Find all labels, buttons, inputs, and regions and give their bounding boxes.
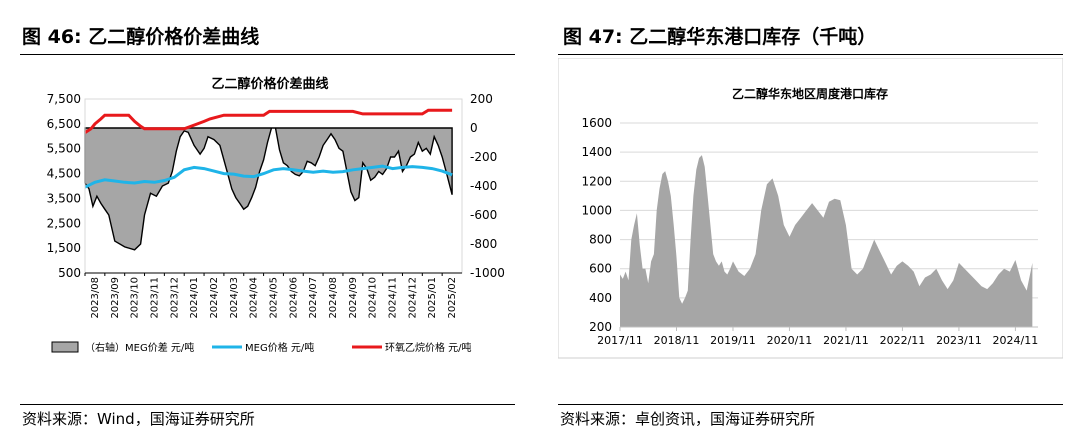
legend-label: MEG价格 元/吨 [245, 341, 314, 354]
left-x-tick-label: 2024/04 [249, 277, 260, 319]
left-x-tick-label: 2024/03 [229, 277, 240, 319]
left-figure-heading: 图 46: 乙二醇价格价差曲线 [22, 26, 260, 48]
left-x-tick-label: 2023/08 [90, 277, 101, 319]
left-x-tick-label: 2024/08 [328, 277, 339, 319]
right-axis-tick-label: -800 [470, 237, 497, 251]
left-x-tick-label: 2024/12 [407, 277, 418, 319]
right-x-tick-label: 2024/11 [993, 334, 1039, 347]
right-x-tick-label: 2023/11 [936, 334, 982, 347]
right-y-tick-label: 1400 [581, 145, 612, 159]
left-y-tick-label: 1,500 [47, 241, 81, 255]
left-x-tick-label: 2023/11 [149, 277, 160, 319]
right-chart-svg: 乙二醇华东地区周度港口库存 1600 1400 1200 1000 800 600 400 2… [557, 57, 1064, 359]
right-figure-heading: 图 47: 乙二醇华东港口库存（千吨） [563, 26, 877, 48]
right-x-tick-label: 2018/11 [654, 334, 700, 347]
left-y-tick-label: 500 [58, 266, 81, 280]
left-y-tick-label: 5,500 [47, 142, 81, 156]
right-y-tick-label: 800 [589, 233, 612, 247]
left-chart: 乙二醇价格价差曲线 7,500 6,500 5,500 4,500 3,500 2,500… [20, 58, 520, 364]
right-axis-tick-label: 200 [470, 92, 493, 106]
right-y-tick-label: 1200 [581, 174, 612, 188]
left-x-tick-label: 2024/10 [368, 277, 379, 319]
right-x-tick-label: 2021/11 [823, 334, 869, 347]
right-axis-tick-label: 0 [470, 121, 478, 135]
right-y-tick-label: 1000 [581, 203, 612, 217]
right-x-tick-label: 2019/11 [710, 334, 756, 347]
left-x-tick-label: 2024/06 [288, 277, 299, 319]
left-x-tick-label: 2024/09 [348, 277, 359, 319]
left-x-tick-label: 2023/10 [130, 277, 141, 319]
left-y-tick-label: 2,500 [47, 216, 81, 230]
legend-swatch-spread [51, 341, 79, 353]
left-y-tick-label: 3,500 [47, 191, 81, 205]
left-y-tick-label: 7,500 [47, 92, 81, 106]
left-x-tick-label: 2025/02 [447, 277, 458, 319]
left-x-tick-label: 2024/01 [189, 277, 200, 319]
left-y-tick-label: 4,500 [47, 167, 81, 181]
left-x-tick-label: 2023/12 [169, 277, 180, 319]
eo-price-line [84, 108, 453, 134]
right-y-tick-label: 1600 [581, 116, 612, 130]
left-x-tick-label: 2024/05 [269, 277, 280, 319]
right-heading-rule [558, 54, 1063, 55]
right-chart-title: 乙二醇华东地区周度港口库存 [732, 86, 888, 101]
legend-label: 环氧乙烷价格 元/吨 [385, 341, 472, 354]
right-x-tick-label: 2022/11 [880, 334, 926, 347]
right-axis-tick-label: -1000 [470, 266, 505, 280]
left-x-tick-label: 2025/01 [427, 277, 438, 319]
meg-spread-area [84, 127, 453, 251]
right-y-tick-label: 600 [589, 262, 612, 276]
left-source-note: 资料来源：Wind，国海证券研究所 [22, 410, 255, 428]
left-chart-title: 乙二醇价格价差曲线 [211, 76, 328, 92]
right-axis-tick-label: -600 [470, 208, 497, 222]
left-x-tick-label: 2024/02 [209, 277, 220, 319]
port-inventory-area [620, 155, 1033, 327]
right-source-rule [558, 404, 1063, 405]
right-chart: 乙二醇华东地区周度港口库存 1600 1400 1200 1000 800 600 400 2… [557, 57, 1064, 364]
right-x-tick-label: 2017/11 [597, 334, 643, 347]
right-axis-tick-label: -400 [470, 179, 497, 193]
left-heading-rule [20, 54, 515, 55]
left-x-tick-label: 2024/11 [388, 277, 399, 319]
left-x-tick-label: 2024/07 [308, 277, 319, 319]
right-y-tick-label: 400 [589, 291, 612, 305]
right-source-note: 资料来源：卓创资讯，国海证券研究所 [560, 410, 816, 428]
left-source-rule [20, 404, 515, 405]
meg-price-line [84, 164, 453, 189]
right-axis-tick-label: -200 [470, 150, 497, 164]
left-y-tick-label: 6,500 [47, 117, 81, 131]
legend-label: （右轴）MEG价差 元/吨 [85, 341, 194, 354]
right-y-tick-label: 200 [589, 320, 612, 334]
right-x-tick-label: 2020/11 [767, 334, 813, 347]
left-chart-svg: 乙二醇价格价差曲线 7,500 6,500 5,500 4,500 3,500 2,500… [47, 76, 505, 354]
left-x-tick-label: 2023/09 [110, 277, 121, 319]
